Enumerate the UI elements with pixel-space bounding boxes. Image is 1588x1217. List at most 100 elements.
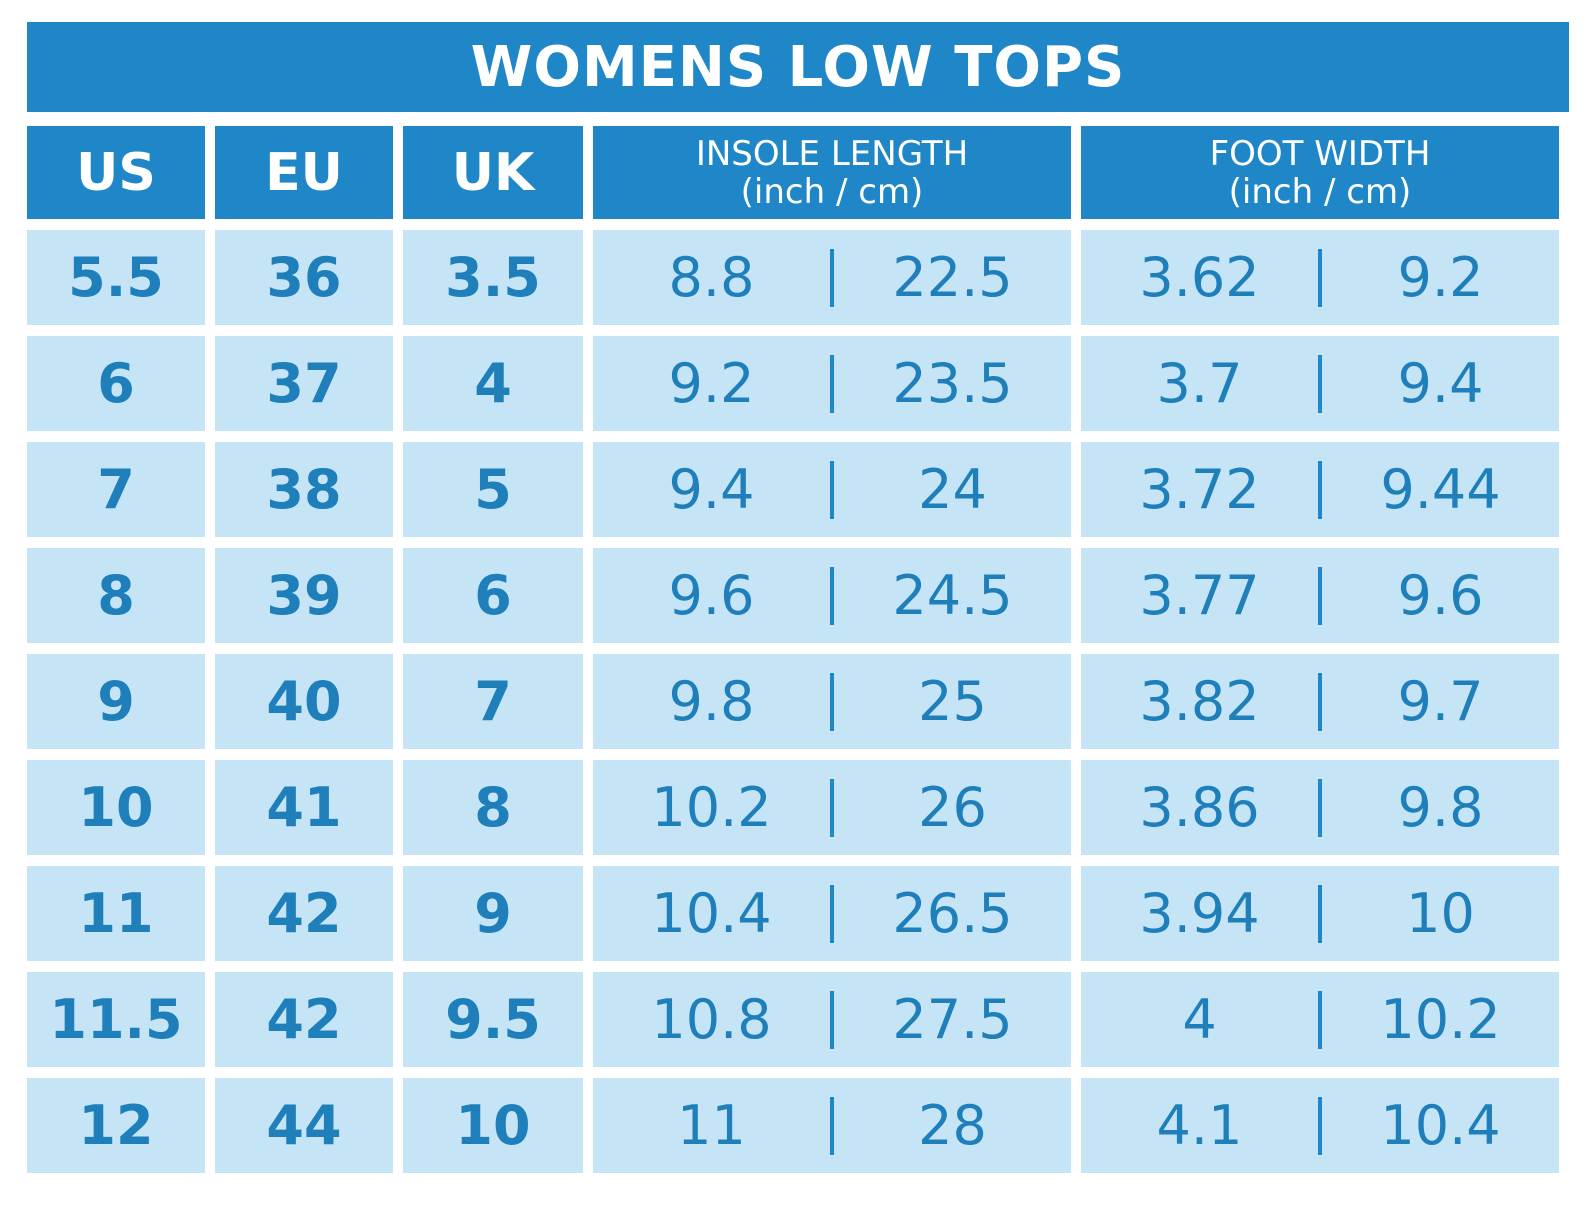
cell-foot-width: 3.62 9.2 bbox=[1081, 230, 1559, 325]
cell-insole-length: 11 28 bbox=[593, 1078, 1071, 1173]
width-cm-value: 9.4 bbox=[1397, 352, 1484, 415]
unit-divider bbox=[830, 248, 834, 307]
insole-inch-value: 9.8 bbox=[668, 670, 755, 733]
insole-cm-value: 25 bbox=[918, 670, 987, 733]
table-title: WOMENS LOW TOPS bbox=[27, 22, 1569, 112]
header-foot-width-unit: (inch / cm) bbox=[1228, 171, 1412, 212]
cell-foot-width: 3.86 9.8 bbox=[1081, 760, 1559, 855]
unit-divider bbox=[830, 354, 834, 413]
unit-divider bbox=[1318, 248, 1322, 307]
width-cm-value: 10.4 bbox=[1380, 1094, 1501, 1157]
insole-cm-value: 22.5 bbox=[892, 246, 1013, 309]
cell-foot-width: 4.1 10.4 bbox=[1081, 1078, 1559, 1173]
unit-divider bbox=[830, 672, 834, 731]
header-us: US bbox=[27, 126, 205, 219]
unit-divider bbox=[830, 884, 834, 943]
cell-insole-length: 9.4 24 bbox=[593, 442, 1071, 537]
unit-divider bbox=[1318, 566, 1322, 625]
cell-us: 8 bbox=[27, 548, 205, 643]
cell-foot-width: 4 10.2 bbox=[1081, 972, 1559, 1067]
width-cm-value: 10 bbox=[1406, 882, 1475, 945]
cell-eu: 40 bbox=[215, 654, 393, 749]
header-eu: EU bbox=[215, 126, 393, 219]
insole-cm-value: 28 bbox=[918, 1094, 987, 1157]
cell-us: 11.5 bbox=[27, 972, 205, 1067]
unit-divider bbox=[1318, 778, 1322, 837]
cell-uk: 8 bbox=[403, 760, 583, 855]
insole-cm-value: 26 bbox=[918, 776, 987, 839]
cell-uk: 9 bbox=[403, 866, 583, 961]
width-inch-value: 3.94 bbox=[1139, 882, 1260, 945]
insole-inch-value: 10.4 bbox=[651, 882, 772, 945]
insole-inch-value: 9.2 bbox=[668, 352, 755, 415]
width-inch-value: 3.77 bbox=[1139, 564, 1260, 627]
width-inch-value: 3.82 bbox=[1139, 670, 1260, 733]
unit-divider bbox=[830, 566, 834, 625]
width-cm-value: 9.2 bbox=[1397, 246, 1484, 309]
width-cm-value: 9.8 bbox=[1397, 776, 1484, 839]
unit-divider bbox=[1318, 354, 1322, 413]
insole-cm-value: 23.5 bbox=[892, 352, 1013, 415]
cell-insole-length: 9.8 25 bbox=[593, 654, 1071, 749]
header-insole-length-label: INSOLE LENGTH bbox=[695, 133, 969, 174]
header-foot-width: FOOT WIDTH (inch / cm) bbox=[1081, 126, 1559, 219]
cell-insole-length: 8.8 22.5 bbox=[593, 230, 1071, 325]
cell-us: 12 bbox=[27, 1078, 205, 1173]
unit-divider bbox=[830, 460, 834, 519]
header-insole-length: INSOLE LENGTH (inch / cm) bbox=[593, 126, 1071, 219]
cell-insole-length: 10.8 27.5 bbox=[593, 972, 1071, 1067]
cell-eu: 44 bbox=[215, 1078, 393, 1173]
cell-eu: 42 bbox=[215, 866, 393, 961]
cell-insole-length: 10.4 26.5 bbox=[593, 866, 1071, 961]
header-uk: UK bbox=[403, 126, 583, 219]
unit-divider bbox=[1318, 460, 1322, 519]
cell-us: 7 bbox=[27, 442, 205, 537]
header-insole-length-unit: (inch / cm) bbox=[740, 171, 924, 212]
header-foot-width-label: FOOT WIDTH bbox=[1209, 133, 1431, 174]
width-inch-value: 3.62 bbox=[1139, 246, 1260, 309]
cell-uk: 4 bbox=[403, 336, 583, 431]
cell-foot-width: 3.7 9.4 bbox=[1081, 336, 1559, 431]
cell-uk: 6 bbox=[403, 548, 583, 643]
cell-foot-width: 3.82 9.7 bbox=[1081, 654, 1559, 749]
width-inch-value: 4.1 bbox=[1156, 1094, 1243, 1157]
insole-cm-value: 26.5 bbox=[892, 882, 1013, 945]
width-cm-value: 9.44 bbox=[1380, 458, 1501, 521]
insole-inch-value: 10.8 bbox=[651, 988, 772, 1051]
cell-us: 10 bbox=[27, 760, 205, 855]
cell-uk: 7 bbox=[403, 654, 583, 749]
width-inch-value: 3.86 bbox=[1139, 776, 1260, 839]
unit-divider bbox=[1318, 1096, 1322, 1155]
unit-divider bbox=[830, 990, 834, 1049]
unit-divider bbox=[830, 778, 834, 837]
size-chart-table: US EU UK INSOLE LENGTH (inch / cm) FOOT … bbox=[27, 126, 1559, 1173]
cell-us: 11 bbox=[27, 866, 205, 961]
width-inch-value: 4 bbox=[1182, 988, 1217, 1051]
cell-uk: 3.5 bbox=[403, 230, 583, 325]
cell-uk: 5 bbox=[403, 442, 583, 537]
cell-us: 6 bbox=[27, 336, 205, 431]
cell-foot-width: 3.77 9.6 bbox=[1081, 548, 1559, 643]
width-inch-value: 3.7 bbox=[1156, 352, 1243, 415]
insole-inch-value: 9.4 bbox=[668, 458, 755, 521]
cell-foot-width: 3.94 10 bbox=[1081, 866, 1559, 961]
width-cm-value: 10.2 bbox=[1380, 988, 1501, 1051]
insole-inch-value: 8.8 bbox=[668, 246, 755, 309]
cell-eu: 38 bbox=[215, 442, 393, 537]
unit-divider bbox=[1318, 990, 1322, 1049]
unit-divider bbox=[1318, 884, 1322, 943]
insole-inch-value: 11 bbox=[677, 1094, 746, 1157]
width-cm-value: 9.6 bbox=[1397, 564, 1484, 627]
insole-inch-value: 10.2 bbox=[651, 776, 772, 839]
insole-cm-value: 24.5 bbox=[892, 564, 1013, 627]
insole-inch-value: 9.6 bbox=[668, 564, 755, 627]
insole-cm-value: 24 bbox=[918, 458, 987, 521]
cell-us: 5.5 bbox=[27, 230, 205, 325]
cell-eu: 37 bbox=[215, 336, 393, 431]
cell-eu: 39 bbox=[215, 548, 393, 643]
width-cm-value: 9.7 bbox=[1397, 670, 1484, 733]
cell-eu: 36 bbox=[215, 230, 393, 325]
cell-eu: 41 bbox=[215, 760, 393, 855]
width-inch-value: 3.72 bbox=[1139, 458, 1260, 521]
unit-divider bbox=[1318, 672, 1322, 731]
